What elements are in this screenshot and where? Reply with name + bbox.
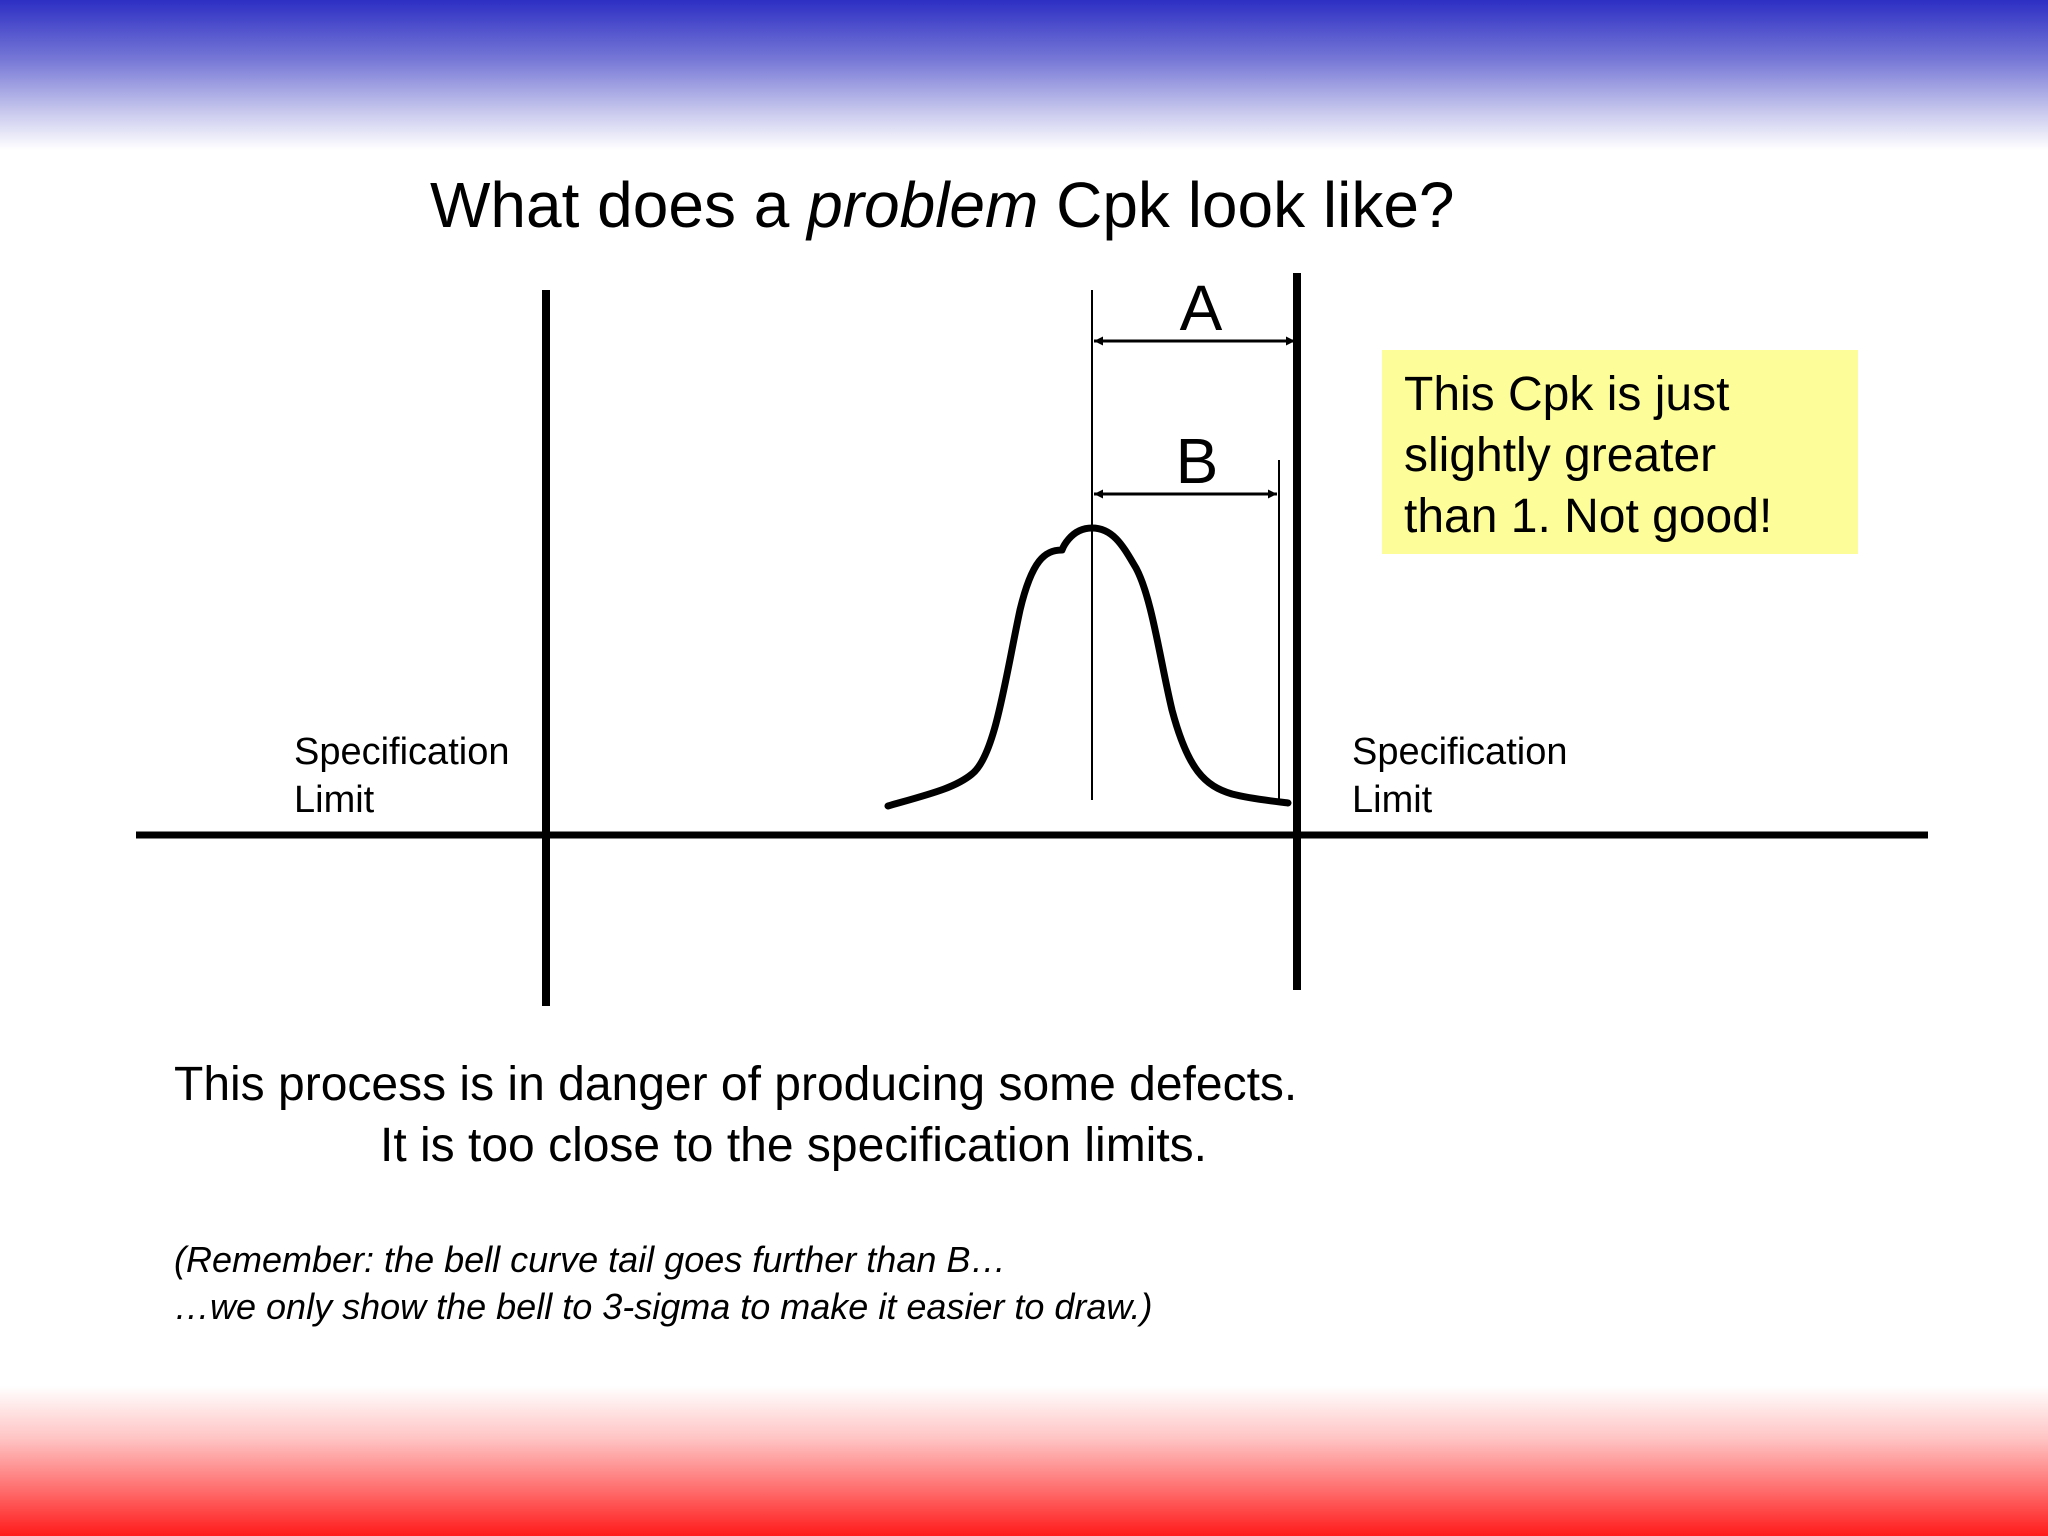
remark-line-1: (Remember: the bell curve tail goes furt…	[174, 1239, 1007, 1280]
note-line-2: slightly greater	[1404, 429, 1717, 482]
top-gradient-band	[0, 0, 2048, 150]
note-line-3: than 1. Not good!	[1404, 490, 1773, 543]
remark-line-2: …we only show the bell to 3-sigma to mak…	[174, 1286, 1153, 1327]
left-limit-label-line1: Specification	[294, 731, 509, 773]
left-limit-label-line2: Limit	[294, 779, 375, 821]
cpk-callout-note: This Cpk is just slightly greater than 1…	[1382, 350, 1858, 554]
slide-title: What does a problem Cpk look like?	[430, 165, 1730, 245]
caption-line-1: This process is in danger of producing s…	[174, 1058, 1298, 1111]
title-text-end: Cpk look like?	[1038, 169, 1455, 241]
dimension-label-b: B	[1176, 425, 1219, 497]
title-emphasis: problem	[807, 169, 1039, 241]
right-limit-label-line1: Specification	[1352, 731, 1567, 773]
note-line-1: This Cpk is just	[1404, 368, 1730, 421]
caption-line-2: It is too close to the specification lim…	[380, 1119, 1208, 1172]
bell-curve	[884, 524, 1292, 810]
slide-remark: (Remember: the bell curve tail goes furt…	[174, 1236, 1574, 1330]
title-text-start: What does a	[430, 169, 808, 241]
right-limit-label-line2: Limit	[1352, 779, 1433, 821]
bottom-gradient-band	[0, 1386, 2048, 1536]
dimension-label-a: A	[1180, 272, 1223, 344]
